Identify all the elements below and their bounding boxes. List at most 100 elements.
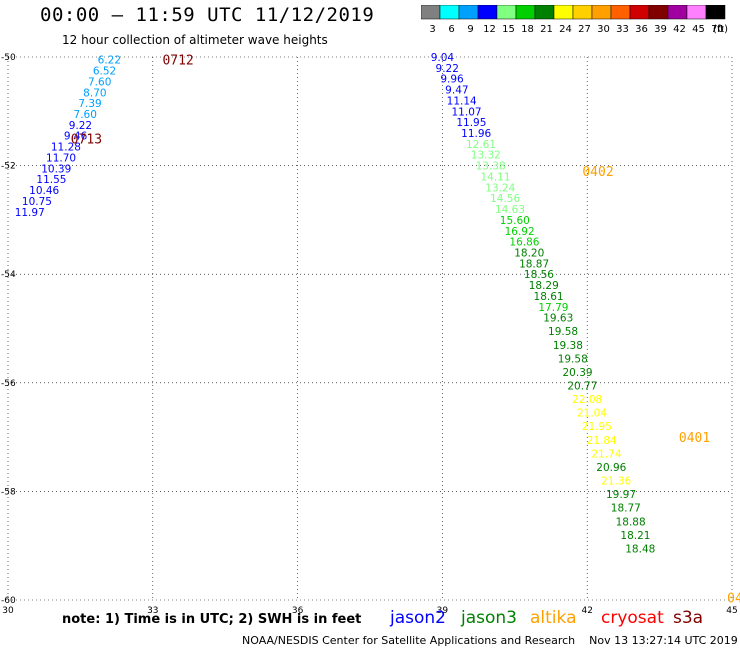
x-tick-label: 39 [437,606,449,616]
swh-value-label: 18.61 [534,291,564,303]
y-tick-label: -54 [1,270,16,280]
swh-value-label: 20.96 [596,462,626,474]
swh-value-label: 18.77 [611,503,641,515]
swh-value-label: 10.75 [22,196,52,208]
swh-value-label: 21.36 [601,476,631,488]
swh-value-label: 9.22 [436,63,459,75]
y-tick-label: -52 [1,162,16,172]
swh-value-label: 16.92 [505,226,535,238]
swh-value-label: 7.60 [74,109,97,121]
grid [7,56,733,601]
swh-value-label: 19.38 [553,340,583,352]
chart-title: 00:00 — 11:59 UTC 11/12/2019 [40,4,375,26]
colorbar-label: 18 [521,24,534,35]
legend-altika: altika [530,608,577,628]
swh-value-label: 9.46 [64,131,88,143]
y-tick-label: -50 [1,53,16,63]
track-label: 0401 [679,431,710,446]
swh-value-label: 9.04 [431,52,455,64]
colorbar-label: 30 [597,24,610,35]
swh-value-label: 14.11 [480,171,510,183]
colorbar-label: 24 [559,24,572,35]
x-tick-label: 45 [726,606,737,616]
swh-value-label: 7.39 [78,98,101,110]
swh-value-label: 10.39 [41,163,71,175]
colorbar-label: 12 [483,24,496,35]
swh-value-label: 19.97 [606,489,636,501]
swh-value-label: 13.32 [471,150,501,162]
swh-value-label: 11.70 [46,152,76,164]
chart-subtitle: 12 hour collection of altimeter wave hei… [62,33,328,47]
swh-value-label: 12.61 [466,139,496,151]
colorbar-label: 45 [692,24,705,35]
swh-value-label: 8.70 [83,87,106,99]
colorbar: 3 6 9 12 15 18 21 24 27 30 33 36 39 42 45 70(ft) [421,5,728,35]
swh-value-label: 15.60 [500,215,530,227]
swh-value-label: 11.07 [452,106,482,118]
colorbar-label: 27 [578,24,591,35]
swh-value-label: 13.24 [485,182,515,194]
x-tick-label: 33 [147,606,158,616]
track-label: 04 [727,591,740,606]
y-tick-label: -60 [1,596,16,606]
colorbar-label: 6 [448,24,454,35]
x-tick-label: 30 [2,606,14,616]
colorbar-label: 9 [467,24,473,35]
swh-value-label: 21.04 [577,408,607,420]
y-tick-label: -58 [1,487,16,497]
colorbar-swatch [705,5,726,20]
swh-value-label: 18.87 [519,258,549,270]
swh-value-label: 18.29 [529,280,559,292]
colorbar-label: 36 [635,24,648,35]
colorbar-label: 3 [429,24,435,35]
legend-jason2: jason2 [390,608,446,628]
swh-value-label: 6.22 [98,55,121,67]
swh-value-label: 14.63 [495,204,525,216]
swh-value-label: 11.14 [447,95,477,107]
swh-value-label: 16.86 [509,237,539,249]
swh-value-label: 19.63 [543,313,573,325]
swh-value-label: 11.97 [15,207,45,219]
swh-value-label: 7.60 [88,76,111,88]
swh-value-label: 11.95 [456,117,486,129]
swh-value-label: 22.08 [572,394,602,406]
swh-value-label: 18.48 [625,543,655,555]
swh-value-label: 13.38 [476,161,506,173]
track-label: 0713 [71,132,102,147]
x-tick-label: 42 [581,606,592,616]
legend-s3a: s3a [673,608,704,628]
swh-value-label: 20.39 [563,367,593,379]
colorbar-label: 33 [616,24,629,35]
swh-value-label: 21.84 [587,435,617,447]
swh-value-label: 18.56 [524,269,554,281]
footer-credit: NOAA/NESDIS Center for Satellite Applica… [242,634,738,647]
colorbar-unit: (ft) [713,24,728,35]
legend-cryosat: cryosat [601,608,664,628]
note-text: note: 1) Time is in UTC; 2) SWH is in fe… [62,612,362,627]
track-label: 0712 [162,54,193,69]
swh-value-label: 17.79 [538,302,568,314]
swh-value-label: 21.74 [591,448,621,460]
swh-value-label: 11.96 [461,128,491,140]
swh-value-label: 11.55 [36,174,66,186]
colorbar-label: 21 [540,24,553,35]
colorbar-label: 70 [711,24,724,35]
colorbar-label: 15 [502,24,515,35]
legend-jason3: jason3 [461,608,517,628]
swh-value-label: 18.21 [620,530,650,542]
x-tick-label: 36 [292,606,304,616]
swh-value-label: 9.96 [440,74,464,86]
colorbar-label: 42 [673,24,686,35]
swh-value-label: 19.58 [548,326,578,338]
track-label: 0402 [582,165,613,180]
y-tick-label: -56 [1,379,16,389]
swh-value-label: 18.20 [514,247,544,259]
swh-value-label: 11.28 [51,142,81,154]
colorbar-label: 39 [654,24,667,35]
swh-value-label: 14.56 [490,193,520,205]
swh-value-label: 6.52 [93,66,116,78]
swh-value-label: 20.77 [567,381,597,393]
swh-value-label: 21.95 [582,421,612,433]
swh-value-label: 10.46 [29,185,59,197]
swh-value-label: 9.47 [445,85,468,97]
